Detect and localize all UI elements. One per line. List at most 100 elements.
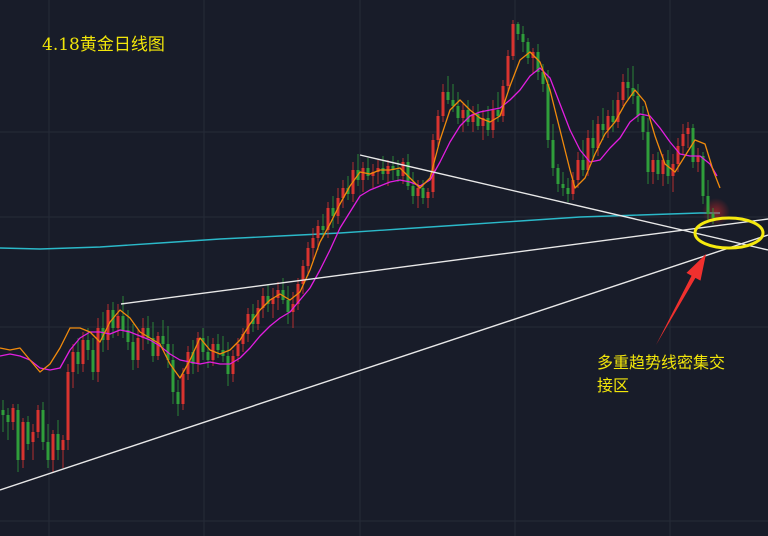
candle-body [706, 196, 710, 214]
candle [376, 160, 380, 184]
candle [696, 148, 700, 172]
candle-body [226, 356, 230, 374]
candle [36, 405, 40, 438]
candle-body [571, 180, 575, 194]
candle-body [496, 110, 500, 116]
candle [16, 404, 20, 472]
candle-body [96, 328, 100, 372]
annotation-line-1: 多重趋势线密集交 [597, 353, 726, 372]
candle-body [551, 140, 555, 168]
candle-body [611, 116, 615, 122]
candle-body [46, 442, 50, 460]
candle-body [636, 96, 640, 116]
candle-body [476, 114, 480, 126]
candle-body [261, 296, 265, 308]
candle [701, 152, 705, 204]
candle-body [81, 340, 85, 364]
candle [346, 176, 350, 200]
candle-body [326, 208, 330, 230]
candle [391, 156, 395, 180]
candle [91, 338, 95, 380]
candle [221, 336, 225, 362]
candle [501, 80, 505, 122]
candle-body [176, 392, 180, 404]
candle [56, 420, 60, 460]
candle-body [616, 100, 620, 122]
candle [26, 416, 30, 450]
candle [586, 130, 590, 176]
annotation-line-2: 接区 [597, 376, 630, 395]
candle-body [486, 118, 490, 130]
candle-body [36, 410, 40, 432]
candle [331, 196, 335, 228]
candle-body [281, 290, 285, 300]
candle-body [256, 308, 260, 324]
candle-body [241, 334, 245, 344]
candle [11, 404, 15, 430]
candle-body [546, 84, 550, 140]
candle-body [526, 42, 530, 58]
candle-body [471, 114, 475, 122]
candle [231, 350, 235, 382]
candle [181, 368, 185, 410]
candle [61, 435, 65, 468]
candle-body [381, 168, 385, 174]
candle-body [421, 188, 425, 198]
candle-body [126, 330, 130, 342]
candle-body [21, 422, 25, 460]
candle-body [441, 92, 445, 116]
candle-body [1, 410, 5, 415]
candle [81, 332, 85, 372]
candle-body [306, 248, 310, 266]
candle-body [131, 342, 135, 360]
candle-body [411, 186, 415, 196]
candle [41, 402, 45, 450]
candle [516, 22, 520, 40]
candle-body [331, 208, 335, 216]
candle-body [436, 116, 440, 140]
candle [551, 124, 555, 176]
candle-body [626, 82, 630, 88]
candle [286, 286, 290, 324]
candle [371, 164, 375, 188]
candle-body [266, 296, 270, 304]
candle [581, 140, 585, 176]
candle [276, 282, 280, 310]
candle [471, 106, 475, 132]
candle [46, 424, 50, 468]
candle [316, 220, 320, 250]
candle [481, 110, 485, 140]
candle-body [681, 134, 685, 146]
ma-long-line [0, 212, 720, 250]
candle-body [536, 52, 540, 72]
candle-body [606, 116, 610, 130]
trendline-lower-support [0, 234, 768, 491]
candle [341, 180, 345, 208]
candle [621, 74, 625, 106]
candle-body [686, 128, 690, 134]
candle-body [466, 110, 470, 122]
candle-body [646, 132, 650, 172]
candle-body [511, 24, 515, 56]
candle-body [406, 162, 410, 186]
candle [366, 158, 370, 180]
candle-body [561, 184, 565, 188]
candle-body [216, 344, 220, 350]
candle [361, 162, 365, 192]
candle-body [661, 160, 665, 174]
candle [256, 300, 260, 330]
candle-body [341, 188, 345, 198]
candle-body [316, 226, 320, 238]
candle [131, 324, 135, 370]
candle-body [566, 188, 570, 194]
candle-body [456, 106, 460, 118]
candle-body [16, 410, 20, 460]
candle-body [541, 72, 545, 84]
candle-body [116, 316, 120, 328]
candle [556, 164, 560, 192]
candle [21, 418, 25, 468]
candle [461, 104, 465, 132]
candle-body [201, 338, 205, 352]
candle-body [161, 336, 165, 344]
